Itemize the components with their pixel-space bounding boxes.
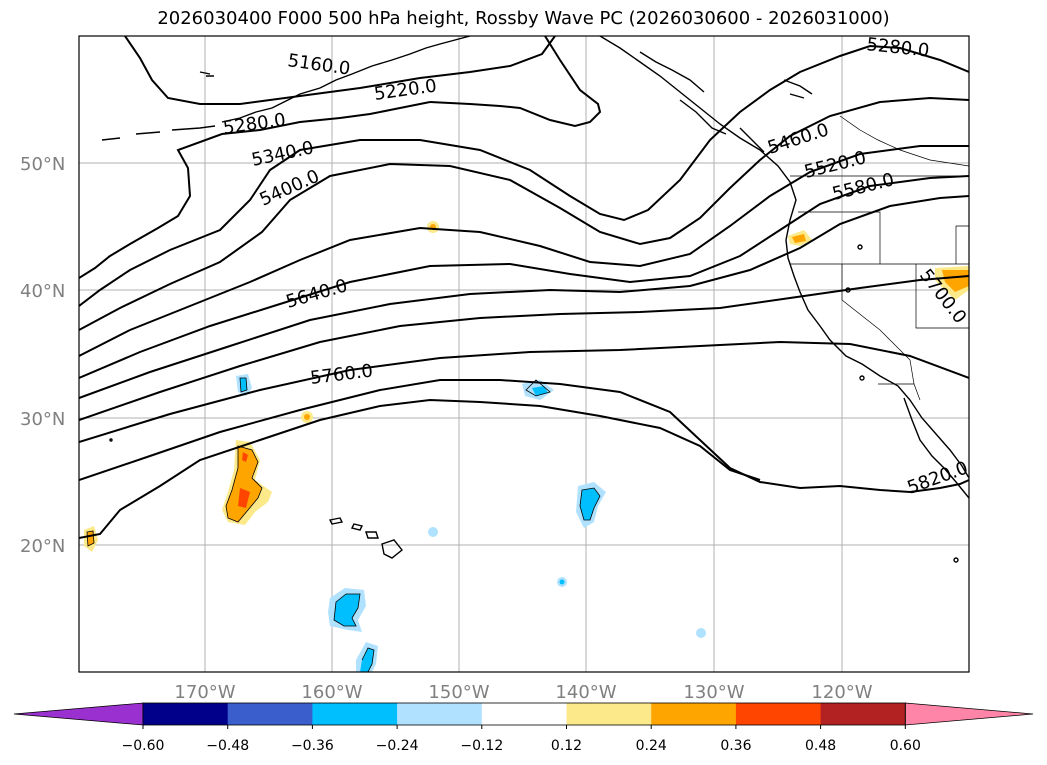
contour-5580: [79, 195, 969, 399]
lon-label: 120°W: [811, 682, 872, 703]
lat-label: 40°N: [20, 281, 65, 302]
anomaly-shading: [84, 221, 969, 672]
map-background: [79, 36, 969, 672]
contour-5340: [79, 44, 969, 307]
colorbar-tick-label: −0.36: [291, 738, 334, 754]
contour-5760: [79, 379, 969, 494]
colorbar: −0.60 −0.48 −0.36 −0.24 −0.12 0.12 0.24 0.36 0.4…: [13, 702, 1034, 754]
negative-anomaly-medium: [360, 648, 374, 672]
colorbar-segment: [651, 703, 737, 725]
contour-5520: [79, 175, 969, 379]
map-title: 2026030400 F000 500 hPa height, Rossby W…: [157, 8, 890, 29]
contour-5280: [79, 101, 431, 279]
contour-5640: [79, 275, 969, 421]
lon-axis-labels: 170°W 160°W 150°W 140°W 130°W 120°W: [174, 682, 872, 703]
coastlines: [101, 36, 969, 563]
colorbar-extend-max: [904, 702, 1034, 726]
colorbar-segment: [143, 703, 229, 725]
positive-anomaly-strong: [238, 488, 250, 508]
anomaly-outlines: [86, 377, 601, 672]
colorbar-tick-label: −0.24: [376, 738, 419, 754]
colorbar-tick-label: 0.24: [636, 738, 667, 754]
colorbar-extend-min: [13, 702, 144, 726]
lon-label: 130°W: [683, 682, 744, 703]
lon-label: 140°W: [555, 682, 616, 703]
contour-5160: [124, 36, 556, 105]
colorbar-segment: [735, 703, 822, 725]
contour-5700: [79, 340, 969, 443]
positive-anomaly-strong: [242, 452, 248, 462]
political-borders: [790, 115, 969, 401]
colorbar-tick-label: 0.60: [890, 738, 921, 754]
map-frame: [78, 35, 970, 673]
colorbar-tick-label: −0.48: [206, 738, 249, 754]
colorbar-segment: [312, 703, 398, 725]
colorbar-tick-label: −0.60: [122, 738, 165, 754]
colorbar-segment: [566, 703, 652, 725]
colorbar-tick-label: −0.12: [460, 738, 503, 754]
lat-label: 20°N: [20, 536, 65, 557]
positive-anomaly-medium: [792, 234, 806, 243]
positive-anomaly-medium: [226, 446, 262, 522]
lat-label: 30°N: [20, 409, 65, 430]
colorbar-segments: [13, 702, 1034, 726]
map-plot-area: 5160.0 5220.0 5280.0 5280.0 5340.0 5400.…: [78, 35, 970, 673]
positive-anomaly-medium: [942, 270, 969, 292]
colorbar-tick-labels: −0.60 −0.48 −0.36 −0.24 −0.12 0.12 0.24 0.36 0.4…: [122, 725, 921, 754]
colorbar-segment: [820, 703, 906, 725]
contour-5460: [79, 145, 969, 357]
colorbar-tick-label: 0.36: [720, 738, 751, 754]
negative-anomaly-light: [696, 628, 706, 638]
negative-anomaly-medium: [334, 594, 360, 626]
height-contours: [79, 36, 969, 539]
contour-5400: [79, 96, 969, 331]
colorbar-tick-label: 0.48: [805, 738, 836, 754]
negative-anomaly-light: [428, 527, 438, 537]
colorbar-segment: [397, 703, 483, 725]
negative-anomaly-medium: [559, 579, 565, 585]
negative-anomaly-medium: [240, 378, 247, 392]
negative-anomaly-medium: [580, 488, 600, 520]
lat-axis-labels: 50°N 40°N 30°N 20°N: [20, 154, 65, 557]
lon-label: 170°W: [174, 682, 235, 703]
lon-label: 150°W: [428, 682, 489, 703]
contour-5220: [429, 36, 602, 128]
positive-anomaly-medium: [304, 414, 310, 420]
lon-label: 160°W: [301, 682, 362, 703]
colorbar-segment: [481, 703, 567, 725]
colorbar-segment: [227, 703, 313, 725]
colorbar-outline: [142, 702, 906, 726]
contour-5820-west: [79, 398, 761, 539]
lat-label: 50°N: [20, 154, 65, 175]
colorbar-tick-label: 0.12: [551, 738, 582, 754]
